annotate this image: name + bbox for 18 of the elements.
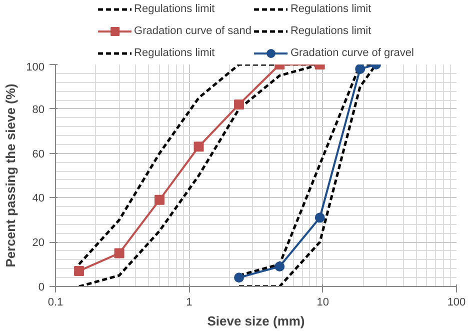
legend-label: Regulations limit [290, 24, 372, 38]
y-tick-label: 20 [32, 237, 45, 250]
y-axis-title: Percent passing the sieve (%) [3, 84, 18, 268]
legend-label: Regulations limit [134, 2, 215, 16]
x-axis-title: Sieve size (mm) [207, 314, 305, 328]
y-tick-label: 80 [32, 104, 45, 116]
x-tick-label: 0.1 [48, 296, 64, 308]
legend-label: Regulations limit [134, 46, 215, 60]
x-tick-label: 10 [316, 296, 329, 308]
legend-label: Gradation curve of sand [134, 24, 252, 38]
y-tick-label: 40 [32, 192, 45, 205]
legend-label: Regulations limit [290, 2, 372, 16]
y-tick-label: 100 [26, 62, 45, 74]
x-tick-label: 1 [186, 296, 192, 308]
y-tick-label: 60 [32, 148, 45, 160]
x-tick-label: 100 [447, 296, 466, 308]
legend-label: Gradation curve of gravel [290, 46, 414, 60]
y-tick-label: 0 [38, 282, 45, 294]
